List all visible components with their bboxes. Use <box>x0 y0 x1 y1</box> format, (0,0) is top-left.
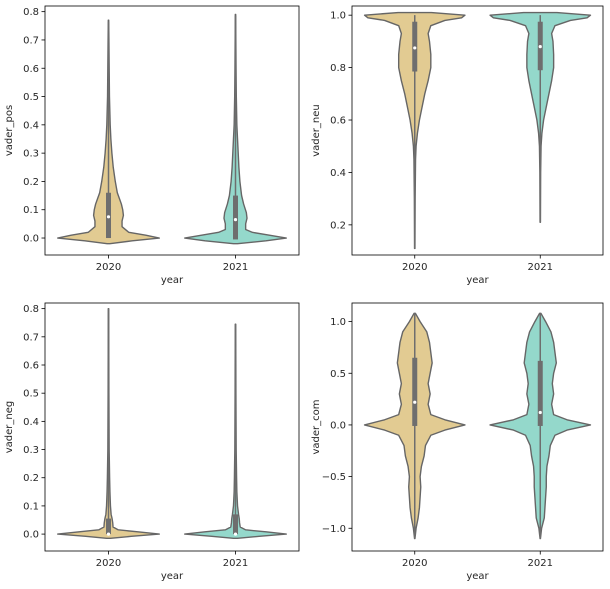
violin-median-2021 <box>233 218 238 222</box>
y-tick-label: 1.0 <box>330 11 346 22</box>
axes-frame <box>44 5 300 256</box>
y-axis-label: vader_neu <box>311 104 322 157</box>
y-tick-label: 0.4 <box>330 168 346 179</box>
violin-box-2021 <box>233 514 238 535</box>
y-tick-label: 0.1 <box>23 205 39 216</box>
y-tick-label: 0.0 <box>23 234 39 245</box>
y-tick-label: 0.2 <box>23 473 39 484</box>
y-tick-label: 0.3 <box>23 149 39 160</box>
violin-median-2020 <box>106 532 111 536</box>
violin-panel-vader-neu: 0.2 0.4 0.6 0.8 1.0 2020 2021 year vader_neu <box>311 5 604 286</box>
y-tick-label: 0.8 <box>330 63 346 74</box>
x-tick-label: 2020 <box>402 262 427 273</box>
violin-median-2020 <box>106 215 111 219</box>
x-axis-label: year <box>161 275 184 286</box>
y-tick-label: 0.0 <box>330 420 346 431</box>
x-tick-label: 2020 <box>402 558 427 569</box>
violin-box-2021 <box>537 360 543 426</box>
y-tick-label: 0.6 <box>23 64 39 75</box>
y-tick-label: 0.0 <box>23 530 39 541</box>
y-tick-label: 0.6 <box>23 361 39 372</box>
y-tick-label: 1.0 <box>330 317 346 328</box>
axes-frame <box>351 302 604 552</box>
violin-median-2020 <box>413 400 417 404</box>
x-tick-label: 2021 <box>223 262 248 273</box>
y-tick-label: 0.8 <box>23 304 39 315</box>
x-tick-label: 2021 <box>223 558 248 569</box>
y-tick-label: 0.2 <box>330 220 346 231</box>
violin-panel-vader-neg: 0.0 0.1 0.2 0.3 0.4 0.5 0.6 0.7 0.8 2020 2021 year v… <box>4 302 300 582</box>
y-tick-label: 0.8 <box>23 7 39 18</box>
y-tick-label: −1.0 <box>322 524 346 535</box>
violin-median-2021 <box>538 45 542 49</box>
y-tick-label: 0.5 <box>23 92 39 103</box>
axes-frame <box>44 302 300 552</box>
y-tick-label: 0.5 <box>330 369 346 380</box>
y-axis-label: vader_neg <box>4 401 15 454</box>
violin-panel-vader-com: −1.0 −0.5 0.0 0.5 1.0 2020 2021 year vader_com <box>311 302 604 582</box>
y-tick-label: 0.6 <box>330 116 346 127</box>
violin-box-2021 <box>233 195 238 240</box>
x-tick-label: 2020 <box>96 262 121 273</box>
y-tick-label: 0.4 <box>23 417 39 428</box>
axes-frame <box>351 5 604 256</box>
y-tick-label: 0.1 <box>23 501 39 512</box>
y-tick-label: 0.7 <box>23 332 39 343</box>
violin-box-2020 <box>106 518 111 535</box>
y-tick-label: 0.7 <box>23 35 39 46</box>
y-axis-label: vader_pos <box>4 105 15 156</box>
x-tick-label: 2020 <box>96 558 121 569</box>
violin-median-2020 <box>413 46 417 50</box>
x-tick-label: 2021 <box>528 262 553 273</box>
y-tick-label: 0.2 <box>23 177 39 188</box>
y-axis-label: vader_com <box>311 399 322 454</box>
y-tick-label: 0.5 <box>23 389 39 400</box>
violin-box-2020 <box>412 357 418 426</box>
violin-panel-vader-pos: 0.0 0.1 0.2 0.3 0.4 0.5 0.6 0.7 0.8 2020 2021 year v… <box>4 5 300 286</box>
y-tick-label: −0.5 <box>322 472 346 483</box>
violin-median-2021 <box>233 532 238 536</box>
x-tick-label: 2021 <box>528 558 553 569</box>
x-axis-label: year <box>466 275 489 286</box>
y-tick-label: 0.3 <box>23 445 39 456</box>
x-axis-label: year <box>161 571 184 582</box>
y-tick-label: 0.4 <box>23 120 39 131</box>
x-axis-label: year <box>466 571 489 582</box>
violin-median-2021 <box>538 410 542 415</box>
